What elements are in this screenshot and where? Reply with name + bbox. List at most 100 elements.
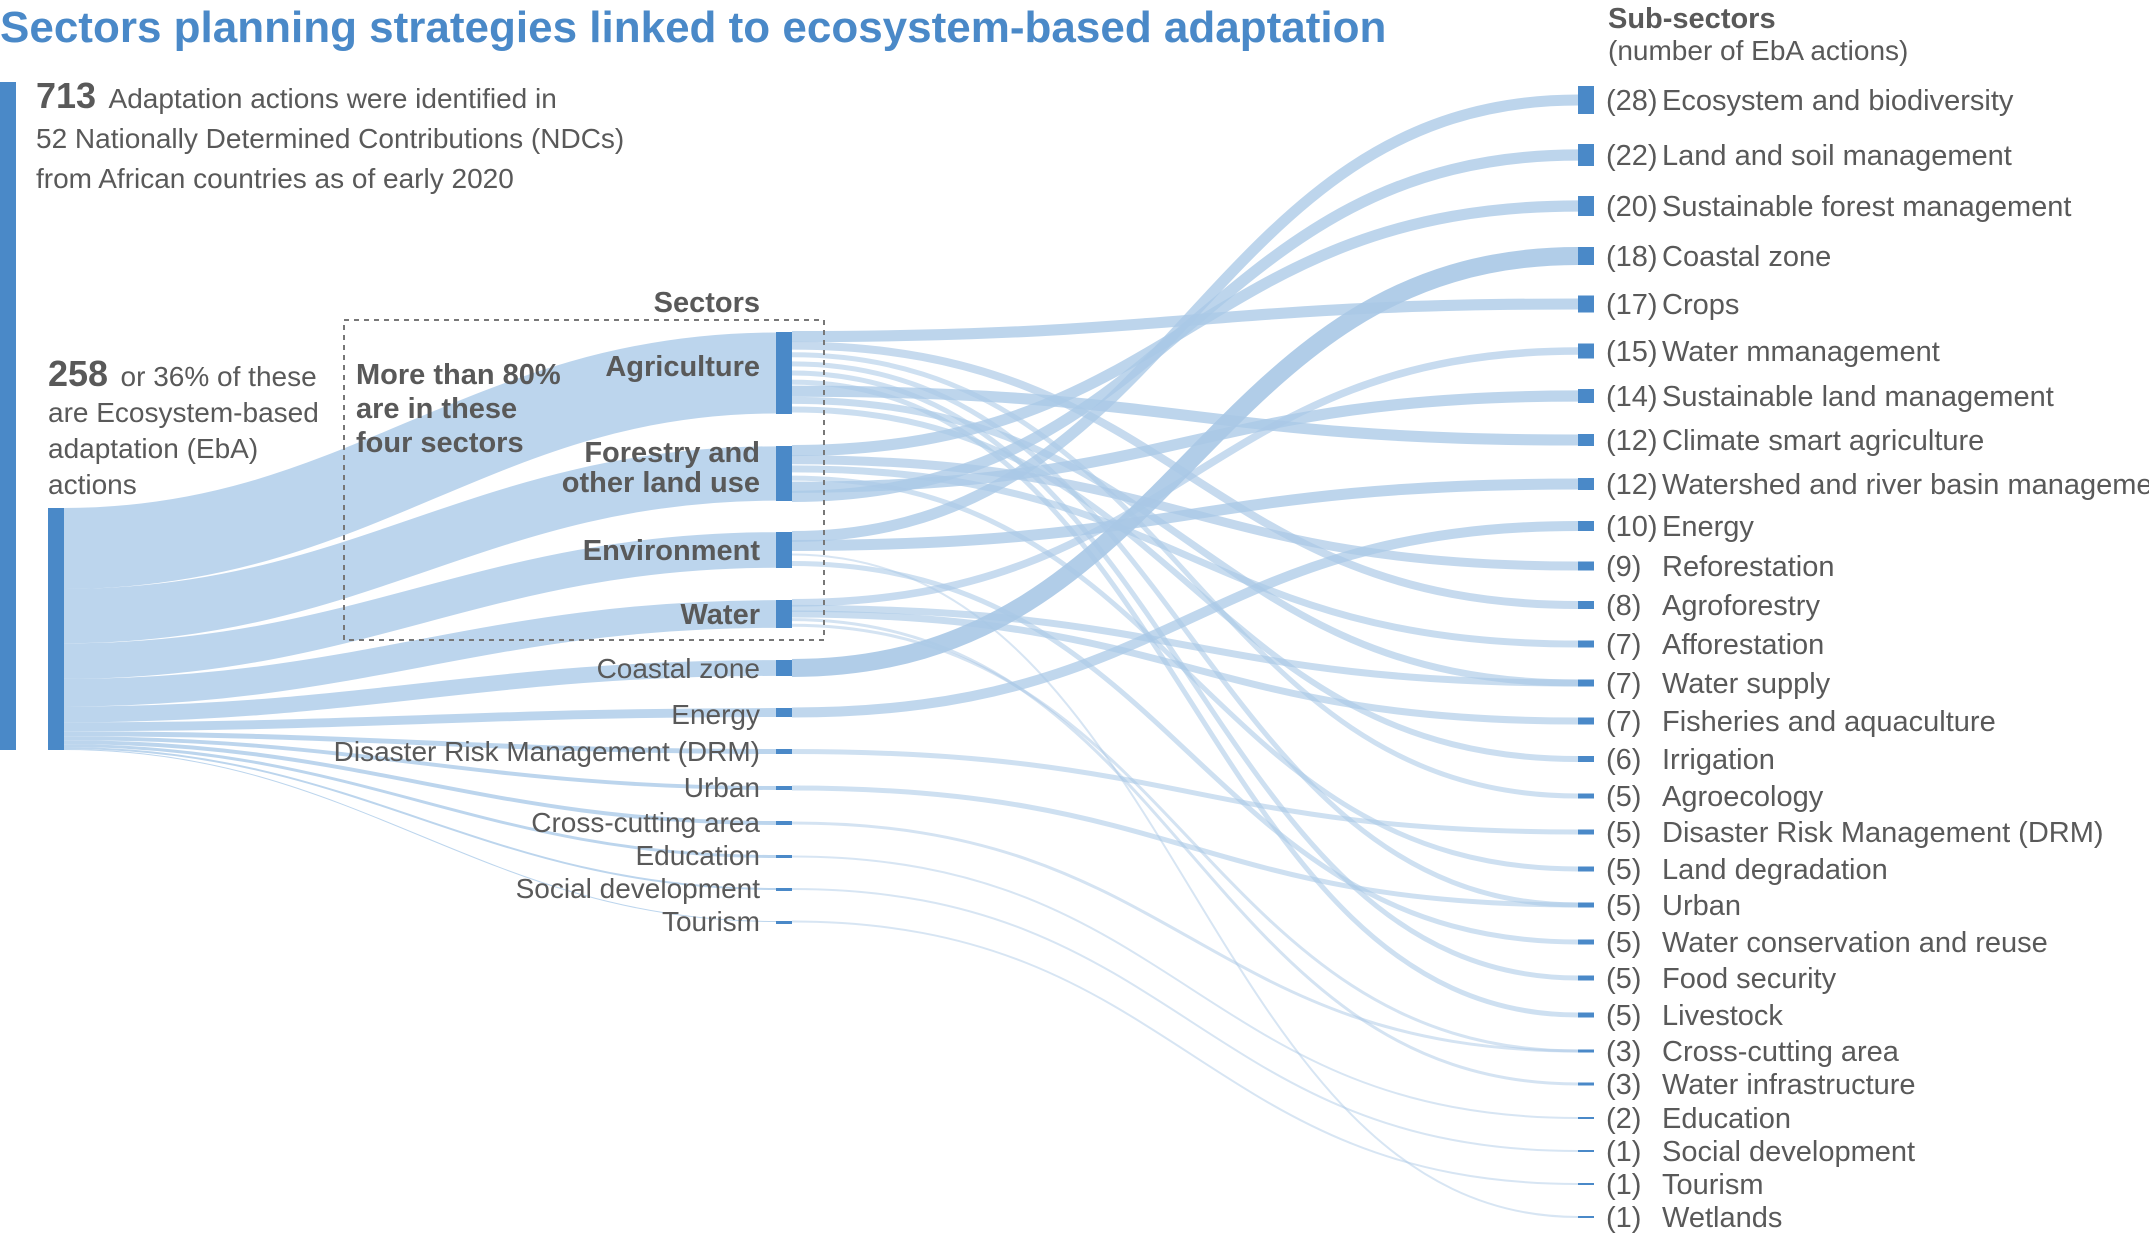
subsector-node-education bbox=[1578, 1117, 1594, 1119]
subsector-count-afforestation: (7) bbox=[1606, 629, 1641, 661]
sector-label-disaster-risk-management-drm: Disaster Risk Management (DRM) bbox=[334, 736, 760, 767]
subsector-label-sustainable-land-management: Sustainable land management bbox=[1662, 381, 2054, 413]
subsector-count-ecosystem-and-biodiversity: (28) bbox=[1606, 85, 1658, 117]
eba-actions-text-1: or 36% of these bbox=[121, 361, 317, 392]
subsector-node-ecosystem-and-biodiversity bbox=[1578, 86, 1594, 114]
sector-node-environment bbox=[776, 532, 792, 568]
subsector-count-education: (2) bbox=[1606, 1103, 1641, 1135]
band-eba-to-urban bbox=[63, 736, 777, 790]
subsector-node-agroforestry bbox=[1578, 601, 1594, 609]
band-eba-to-cross-cutting-area bbox=[63, 740, 777, 825]
link-water-to-water-supply bbox=[791, 604, 1579, 687]
subsector-count-watershed-and-river-basin-management: (12) bbox=[1606, 469, 1658, 501]
subsector-count-wetlands: (1) bbox=[1606, 1202, 1641, 1234]
link-cross-cutting-area-to-cross-cutting-area bbox=[791, 821, 1579, 1053]
subsector-count-social-development: (1) bbox=[1606, 1136, 1641, 1168]
eba-actions-text-2: are Ecosystem-based bbox=[48, 397, 319, 428]
subsector-label-urban: Urban bbox=[1662, 890, 1741, 922]
sector-label-energy: Energy bbox=[671, 699, 760, 730]
sector-node-coastal-zone bbox=[776, 660, 792, 676]
subsector-node-social-development bbox=[1578, 1150, 1594, 1152]
sector-label-environment: Environment bbox=[583, 535, 761, 567]
sector-label-forestry-and-other-land-use-line-1: Forestry and bbox=[584, 437, 760, 469]
sector-node-education bbox=[776, 855, 792, 858]
band-eba-to-environment bbox=[63, 532, 777, 679]
subsector-label-water-infrastructure: Water infrastructure bbox=[1662, 1069, 1916, 1101]
callout-line-1: More than 80% bbox=[356, 359, 561, 391]
subsector-node-disaster-risk-management-drm bbox=[1578, 829, 1594, 835]
page-title: Sectors planning strategies linked to ec… bbox=[0, 3, 1386, 52]
link-urban-to-urban bbox=[791, 785, 1579, 908]
subsector-node-reforestation bbox=[1578, 561, 1594, 571]
subsector-count-energy: (10) bbox=[1606, 511, 1658, 543]
subsector-label-land-and-soil-management: Land and soil management bbox=[1662, 140, 2012, 172]
sector-label-tourism: Tourism bbox=[662, 906, 760, 937]
sector-label-social-development: Social development bbox=[516, 873, 761, 904]
sector-label-forestry-and-other-land-use-line-2: other land use bbox=[562, 467, 760, 499]
subsector-label-disaster-risk-management-drm: Disaster Risk Management (DRM) bbox=[1662, 817, 2104, 849]
band-eba-to-agriculture bbox=[63, 332, 777, 589]
link-agriculture-to-climate-smart-agriculture bbox=[791, 385, 1579, 446]
subsector-node-water-conservation-and-reuse bbox=[1578, 939, 1594, 945]
subsector-label-fisheries-and-aquaculture: Fisheries and aquaculture bbox=[1662, 706, 1996, 738]
subsector-label-sustainable-forest-management: Sustainable forest management bbox=[1662, 191, 2071, 223]
total-actions-text: 713 Adaptation actions were identified i… bbox=[36, 75, 557, 116]
link-tourism-to-tourism bbox=[791, 920, 1579, 1185]
band-eba-to-education bbox=[63, 744, 777, 858]
eba-to-sector-bands bbox=[63, 332, 777, 922]
subsector-count-agroecology: (5) bbox=[1606, 781, 1641, 813]
subsector-count-water-conservation-and-reuse: (5) bbox=[1606, 927, 1641, 959]
eba-actions-bar bbox=[48, 508, 64, 750]
sector-node-urban bbox=[776, 786, 792, 790]
subsector-node-land-and-soil-management bbox=[1578, 144, 1594, 166]
link-environment-to-ecosystem-and-biodiversity bbox=[791, 94, 1579, 542]
sector-label-coastal-zone: Coastal zone bbox=[597, 653, 760, 684]
subsector-node-livestock bbox=[1578, 1012, 1594, 1018]
subsector-node-water-supply bbox=[1578, 679, 1594, 687]
total-actions-number: 713 bbox=[36, 75, 96, 116]
subsector-node-energy bbox=[1578, 521, 1594, 531]
subsector-label-ecosystem-and-biodiversity: Ecosystem and biodiversity bbox=[1662, 85, 2014, 117]
sector-node-tourism bbox=[776, 921, 792, 924]
subsector-node-wetlands bbox=[1578, 1216, 1594, 1218]
link-water-to-water-mmanagement bbox=[791, 347, 1579, 607]
subsector-count-coastal-zone: (18) bbox=[1606, 241, 1658, 273]
total-actions-text-1: Adaptation actions were identified in bbox=[109, 83, 557, 114]
sector-label-education: Education bbox=[635, 840, 760, 871]
subsector-count-land-degradation: (5) bbox=[1606, 854, 1641, 886]
subsector-count-cross-cutting-area: (3) bbox=[1606, 1036, 1641, 1068]
sector-to-subsector-links bbox=[791, 94, 1579, 1218]
subsector-label-irrigation: Irrigation bbox=[1662, 744, 1775, 776]
band-eba-to-energy bbox=[63, 708, 777, 732]
subsector-label-agroecology: Agroecology bbox=[1662, 781, 1824, 813]
band-eba-to-tourism bbox=[63, 749, 777, 922]
subsector-node-irrigation bbox=[1578, 756, 1594, 762]
sector-node-forestry-and-other-land-use bbox=[776, 446, 792, 501]
band-eba-to-forestry-and-other-land-use bbox=[63, 446, 777, 644]
link-agriculture-to-water-supply bbox=[791, 396, 1579, 687]
subsectors-subheading: (number of EbA actions) bbox=[1608, 35, 1908, 66]
eba-actions-text-3: adaptation (EbA) bbox=[48, 433, 258, 464]
link-coastal-zone-to-coastal-zone bbox=[791, 247, 1579, 677]
eba-actions-number: 258 bbox=[48, 353, 108, 394]
subsector-count-tourism: (1) bbox=[1606, 1169, 1641, 1201]
subsector-label-agroforestry: Agroforestry bbox=[1662, 590, 1820, 622]
link-social-development-to-social-development bbox=[791, 888, 1579, 1152]
subsector-node-cross-cutting-area bbox=[1578, 1049, 1594, 1053]
link-education-to-education bbox=[791, 855, 1579, 1119]
subsector-node-agroecology bbox=[1578, 793, 1594, 799]
link-disaster-risk-management-drm-to-disaster-risk-management-drm bbox=[791, 749, 1579, 835]
sector-node-agriculture bbox=[776, 332, 792, 414]
link-water-to-fisheries-and-aquaculture bbox=[791, 610, 1579, 725]
subsector-node-sustainable-land-management bbox=[1578, 389, 1594, 403]
total-actions-text-2: 52 Nationally Determined Contributions (… bbox=[36, 123, 624, 154]
subsector-count-urban: (5) bbox=[1606, 890, 1641, 922]
link-agriculture-to-agroecology bbox=[791, 352, 1579, 799]
sector-node-cross-cutting-area bbox=[776, 821, 792, 825]
subsector-label-wetlands: Wetlands bbox=[1662, 1202, 1782, 1234]
subsector-count-livestock: (5) bbox=[1606, 1000, 1641, 1032]
subsector-count-crops: (17) bbox=[1606, 289, 1658, 321]
subsector-node-climate-smart-agriculture bbox=[1578, 434, 1594, 446]
subsector-node-afforestation bbox=[1578, 640, 1594, 648]
